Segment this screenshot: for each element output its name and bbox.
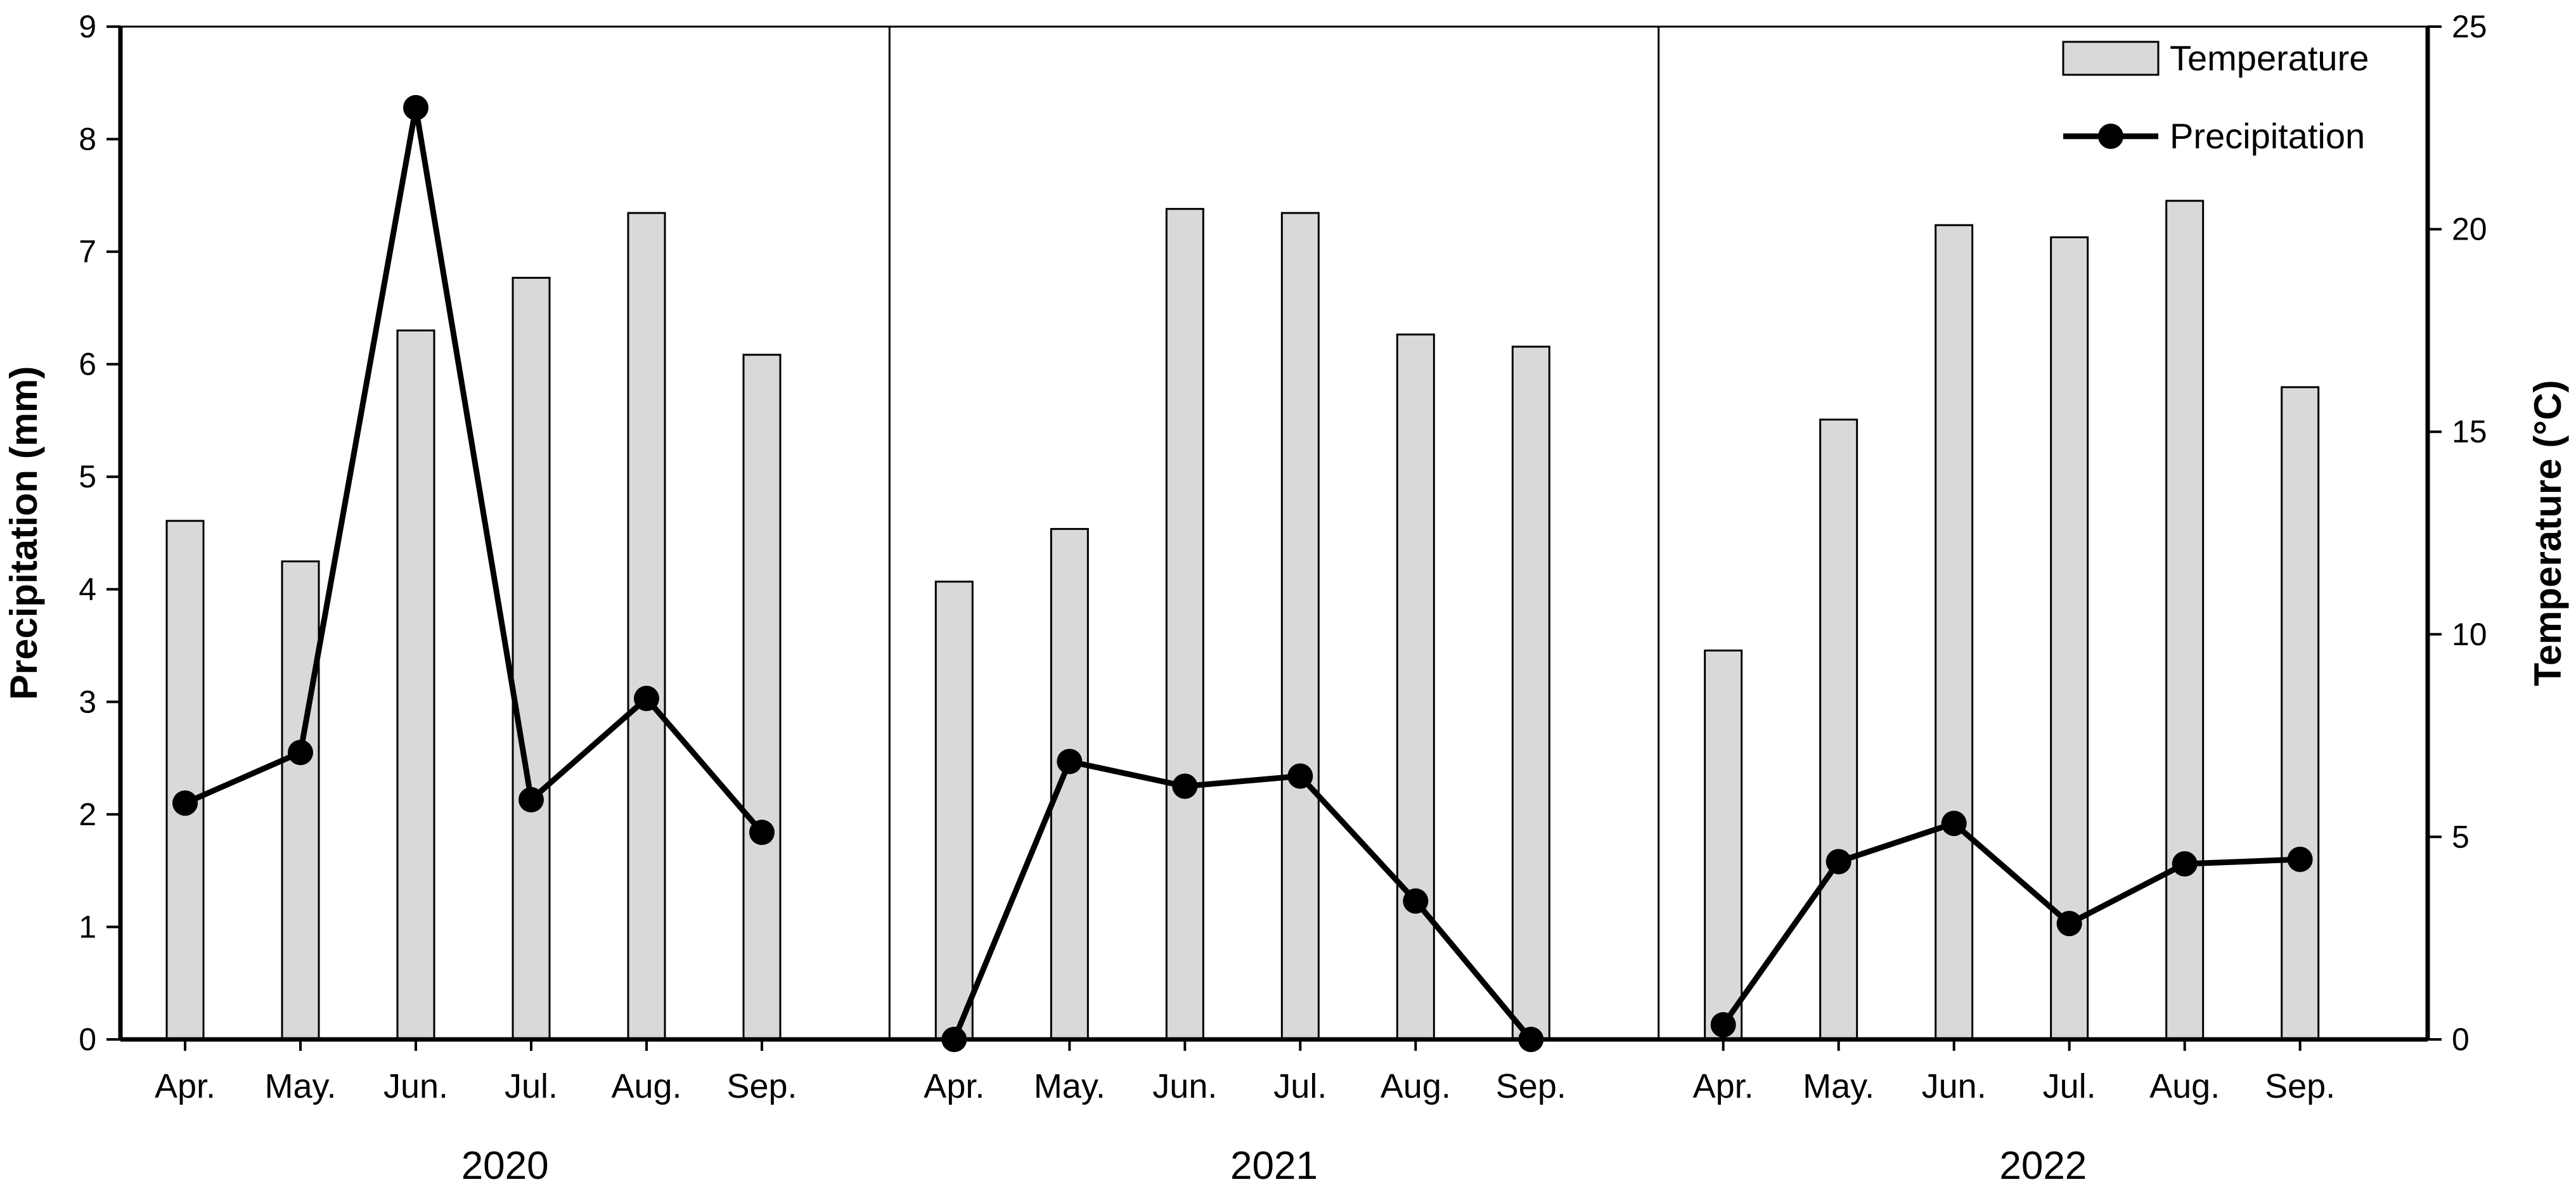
- precipitation-point: [1826, 849, 1852, 875]
- precipitation-point: [1057, 749, 1083, 774]
- temperature-bar: [934, 581, 974, 1041]
- precipitation-point: [1518, 1027, 1544, 1052]
- x-category-label: Jul.: [1273, 1067, 1327, 1105]
- temperature-bar: [1511, 345, 1550, 1041]
- tick-labels: 0 1 2 3 4 5 6 7 8 9 0 5 10 15 20 25 Apr. May. Jun. Jul. Aug.…: [3, 9, 2569, 1188]
- x-category-label: Jul.: [505, 1067, 558, 1105]
- precipitation-point: [518, 787, 544, 813]
- x-category-label: Sep.: [1496, 1067, 1566, 1105]
- x-category-label: May.: [1034, 1067, 1105, 1105]
- precipitation-point: [1403, 888, 1429, 914]
- precipitation-segment: [1720, 820, 2300, 1027]
- precipitation-point: [403, 94, 428, 120]
- x-category-label: May.: [1803, 1067, 1874, 1105]
- x-category-label: Sep.: [2265, 1067, 2335, 1105]
- temperature-bar: [742, 354, 782, 1041]
- year-group-label: 2021: [1230, 1144, 1318, 1188]
- legend-temperature-label: Temperature: [2170, 38, 2369, 78]
- precipitation-point: [172, 790, 198, 816]
- precipitation-segment: [951, 758, 1533, 1041]
- left-y-tick-label: 1: [79, 909, 96, 944]
- temperature-bar: [2050, 236, 2089, 1041]
- right-y-axis-title: Temperature (°C): [2527, 380, 2569, 686]
- precipitation-line: [172, 94, 2313, 1052]
- left-y-tick-label: 7: [79, 234, 96, 269]
- x-category-label: Sep.: [726, 1067, 797, 1105]
- left-y-tick-label: 2: [79, 797, 96, 832]
- temperature-bar: [627, 212, 666, 1041]
- right-y-tick-label: 0: [2452, 1022, 2470, 1057]
- x-category-label: Apr.: [1693, 1067, 1754, 1105]
- axes: [106, 25, 2442, 1051]
- precipitation-point: [288, 740, 313, 766]
- x-category-label: Jun.: [383, 1067, 448, 1105]
- temperature-bar: [1819, 418, 1858, 1041]
- left-y-tick-label: 4: [79, 572, 96, 607]
- legend-precipitation-marker: [2098, 124, 2123, 149]
- year-group-label: 2020: [461, 1144, 549, 1188]
- left-y-tick-label: 6: [79, 347, 96, 382]
- legend: Temperature Precipitation: [2062, 38, 2369, 156]
- right-y-tick-label: 10: [2452, 617, 2487, 652]
- temperature-bars: [165, 200, 2320, 1041]
- precipitation-point: [1287, 763, 1313, 789]
- right-y-tick-label: 20: [2452, 212, 2487, 247]
- temperature-bar: [1280, 212, 1320, 1041]
- x-category-label: Apr.: [155, 1067, 216, 1105]
- left-y-axis-title: Precipitation (mm): [3, 366, 45, 700]
- temperature-bar: [2281, 386, 2320, 1041]
- temperature-bar: [1935, 224, 1974, 1041]
- precipitation-point: [634, 686, 659, 712]
- precipitation-point: [2172, 851, 2198, 877]
- year-separators: [888, 27, 1660, 1039]
- legend-temperature-swatch: [2062, 41, 2160, 76]
- precipitation-point: [749, 819, 775, 845]
- legend-precipitation-label: Precipitation: [2170, 116, 2365, 156]
- temperature-bar: [396, 329, 435, 1041]
- temperature-bar: [1396, 333, 1435, 1041]
- x-category-label: Aug.: [611, 1067, 681, 1105]
- precipitation-point: [1172, 773, 1198, 799]
- precipitation-point: [2056, 911, 2082, 937]
- left-y-tick-label: 5: [79, 459, 96, 494]
- x-category-label: May.: [264, 1067, 336, 1105]
- temperature-bar: [1704, 649, 1743, 1041]
- x-category-label: Jun.: [1152, 1067, 1217, 1105]
- x-category-label: Jul.: [2043, 1067, 2096, 1105]
- temperature-bar: [165, 520, 205, 1041]
- precipitation-point: [1941, 811, 1967, 837]
- temperature-bar: [1050, 528, 1089, 1041]
- temperature-bar: [512, 276, 551, 1041]
- left-y-tick-label: 9: [79, 9, 96, 44]
- right-y-tick-label: 25: [2452, 9, 2487, 44]
- precipitation-point: [2287, 846, 2313, 872]
- temperature-bar: [2165, 200, 2205, 1041]
- x-category-label: Aug.: [2149, 1067, 2220, 1105]
- year-group-label: 2022: [1999, 1144, 2087, 1188]
- right-y-tick-label: 5: [2452, 819, 2470, 854]
- left-y-tick-label: 0: [79, 1022, 96, 1057]
- left-y-tick-label: 8: [79, 122, 96, 157]
- temperature-bar: [281, 560, 320, 1041]
- x-category-label: Jun.: [1922, 1067, 1987, 1105]
- right-y-tick-label: 15: [2452, 414, 2487, 449]
- x-category-label: Aug.: [1381, 1067, 1451, 1105]
- precipitation-point: [941, 1027, 967, 1052]
- precipitation-point: [1710, 1012, 1736, 1038]
- precipitation-segment: [184, 105, 764, 835]
- left-y-tick-label: 3: [79, 684, 96, 719]
- temperature-bar: [1165, 208, 1204, 1041]
- x-category-label: Apr.: [924, 1067, 984, 1105]
